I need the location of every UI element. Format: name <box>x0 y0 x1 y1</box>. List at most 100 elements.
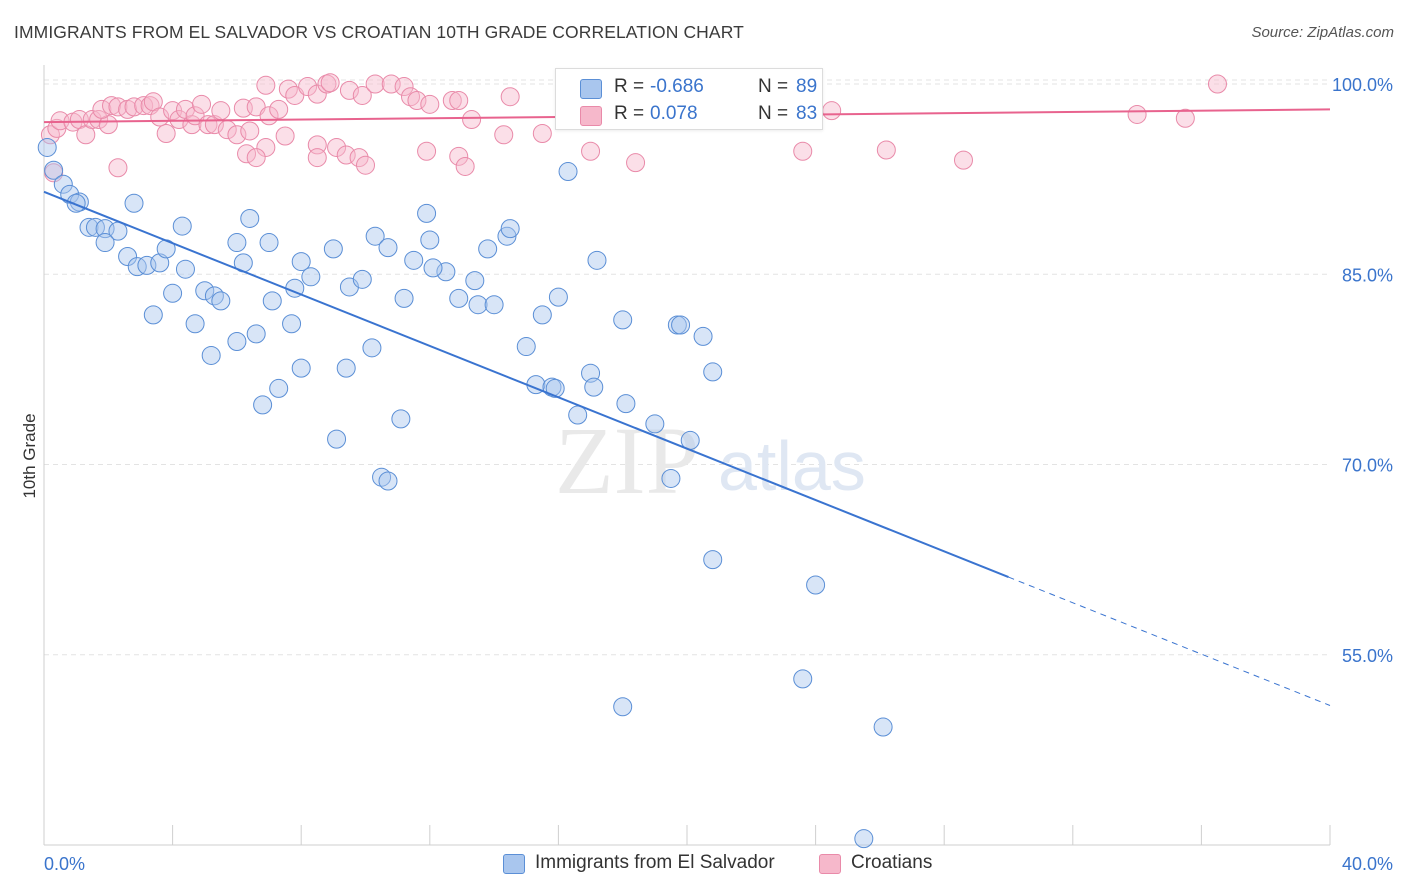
el-salvador-point <box>291 358 311 378</box>
croatians-point <box>417 141 437 161</box>
el-salvador-point <box>240 208 260 228</box>
el-salvador-point <box>423 258 443 278</box>
el-salvador-point <box>362 338 382 358</box>
y-tick-label: 55.0% <box>1342 646 1393 666</box>
el-salvador-point <box>661 468 681 488</box>
croatians-point <box>89 110 109 130</box>
el-salvador-point <box>500 219 520 239</box>
el-salvador-point <box>175 259 195 279</box>
croatians-point <box>256 137 276 157</box>
croatians-point <box>320 73 340 93</box>
el-salvador-point <box>253 395 273 415</box>
croatians-point <box>500 87 520 107</box>
el-salvador-point <box>118 247 138 267</box>
croatians-point <box>420 94 440 114</box>
el-salvador-point <box>545 378 565 398</box>
croatians-point <box>317 74 337 94</box>
croatians-point <box>876 140 896 160</box>
el-salvador-point <box>227 331 247 351</box>
croatians-point <box>494 125 514 145</box>
el-salvador-point <box>185 314 205 334</box>
croatians-point <box>455 156 475 176</box>
el-salvador-point <box>201 345 221 365</box>
el-salvador-point <box>542 377 562 397</box>
croatians-point <box>92 99 112 119</box>
croatians-point <box>134 96 154 116</box>
el-salvador-point <box>404 250 424 270</box>
n-label: N = <box>758 76 789 97</box>
n-value: 89 <box>796 76 818 97</box>
el-salvador-point <box>806 575 826 595</box>
el-salvador-point <box>336 358 356 378</box>
croatians-point <box>1127 104 1147 124</box>
watermark-atlas: atlas <box>718 427 866 505</box>
el-salvador-point <box>85 217 105 237</box>
r-value: -0.686 <box>650 76 704 97</box>
croatians-point <box>192 94 212 114</box>
el-salvador-point <box>143 305 163 325</box>
el-salvador-point <box>497 226 517 246</box>
correlation-stats-box: R = -0.686 N = 89 R = 0.078 N = 83 <box>555 68 823 130</box>
el-salvador-point <box>420 230 440 250</box>
croatians-point <box>356 155 375 175</box>
croatians-point <box>275 126 295 146</box>
croatians-point <box>124 97 144 117</box>
el-salvador-trend-line <box>43 190 1009 579</box>
el-salvador-point <box>703 550 723 570</box>
y-tick-label: 85.0% <box>1342 265 1393 285</box>
el-salvador-point <box>211 291 231 311</box>
croatians-point <box>407 91 427 111</box>
croatians-point <box>246 148 266 168</box>
croatians-point <box>169 110 189 130</box>
chart-legend: Immigrants from El Salvador Croatians <box>0 852 1406 878</box>
croatians-point <box>532 123 552 143</box>
croatians-point <box>307 84 327 104</box>
el-salvador-point <box>227 233 247 253</box>
el-salvador-point <box>79 217 99 237</box>
el-salvador-point <box>873 717 893 737</box>
el-salvador-point <box>269 378 289 398</box>
el-salvador-point <box>558 162 578 182</box>
el-salvador-point <box>613 310 633 330</box>
el-salvador-point <box>365 226 385 246</box>
el-salvador-point <box>66 193 86 213</box>
croatians-point <box>156 123 176 143</box>
el-salvador-point <box>449 288 469 308</box>
el-salvador-point <box>484 295 504 315</box>
el-salvador-point <box>124 193 144 213</box>
el-salvador-point <box>127 257 147 277</box>
croatians-point <box>1207 74 1227 94</box>
el-salvador-point <box>793 669 813 689</box>
el-salvador-point <box>172 216 192 236</box>
el-salvador-points <box>37 137 893 849</box>
croatians-point <box>822 101 842 121</box>
croatians-point <box>1175 108 1195 128</box>
grid-lines <box>44 79 1330 656</box>
croatians-point <box>449 146 469 166</box>
croatians-point <box>227 125 247 145</box>
n-value: 83 <box>796 103 818 124</box>
legend-label: Immigrants from El Salvador <box>535 852 775 873</box>
y-axis-label: 10th Grade <box>20 413 39 498</box>
croatians-point <box>108 158 128 178</box>
x-tick-label: 0.0% <box>44 854 85 874</box>
croatians-point <box>211 101 231 121</box>
r-label: R = <box>614 76 645 97</box>
tick-labels: 55.0% 70.0% 85.0% 100.0% 0.0% 40.0% <box>44 75 1393 874</box>
croatians-point <box>237 144 257 164</box>
croatians-point <box>626 153 646 173</box>
el-salvador-point <box>581 363 601 383</box>
el-salvador-point <box>671 315 691 335</box>
y-tick-label: 100.0% <box>1332 75 1393 95</box>
croatians-point <box>327 137 347 157</box>
el-salvador-point <box>150 253 170 273</box>
el-salvador-point <box>516 337 536 357</box>
legend-label: Croatians <box>851 852 933 873</box>
el-salvador-point <box>436 262 456 282</box>
croatians-point <box>240 121 260 141</box>
el-salvador-point <box>394 288 414 308</box>
el-salvador-point <box>204 286 224 306</box>
croatians-point <box>349 148 369 168</box>
el-salvador-point <box>37 137 57 157</box>
el-salvador-point <box>854 829 874 849</box>
